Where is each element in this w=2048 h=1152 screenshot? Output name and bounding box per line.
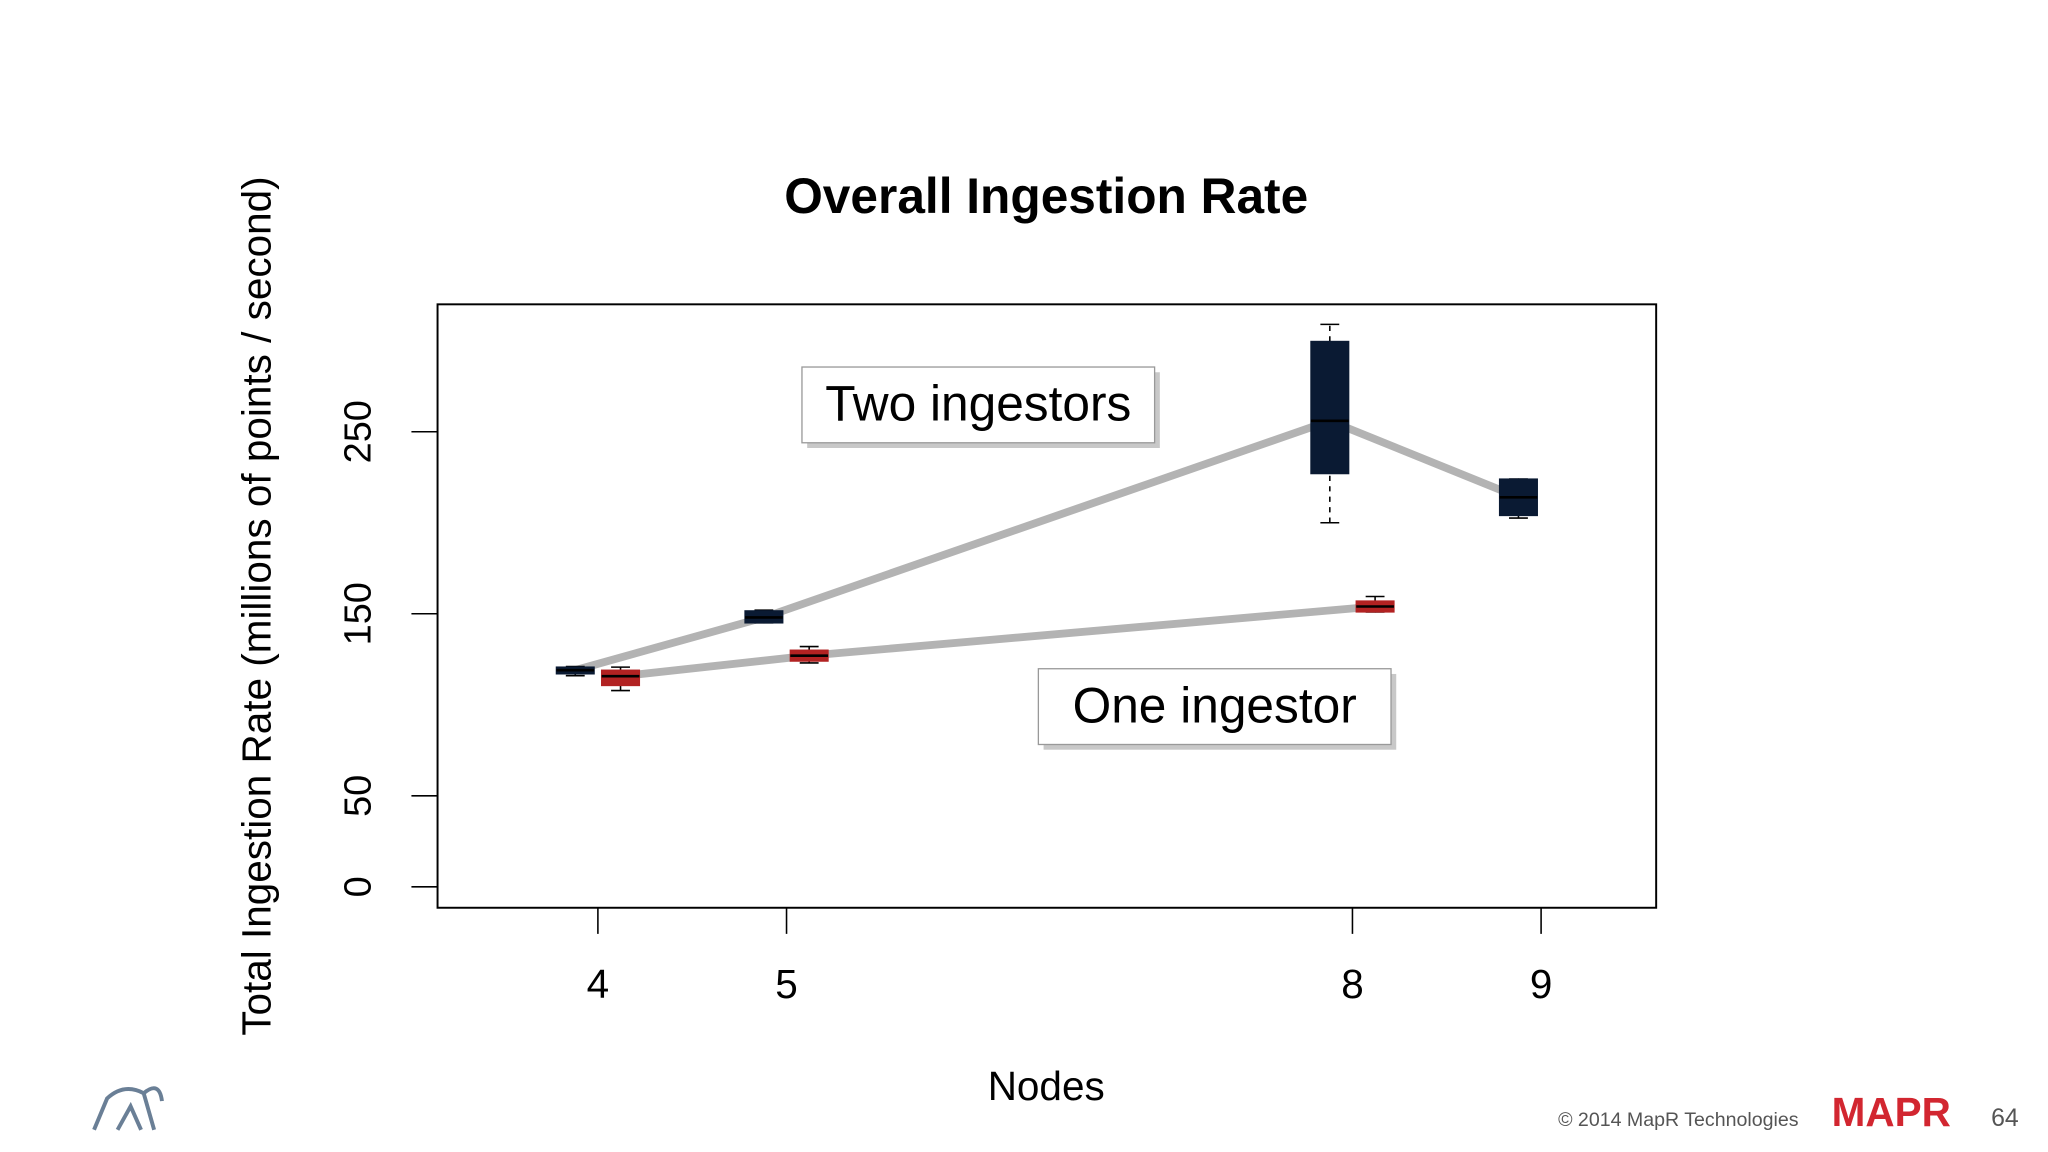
median-line [620, 602, 1376, 681]
legend-label: One ingestor [1073, 677, 1357, 733]
legend-label: Two ingestors [825, 376, 1131, 432]
series [555, 323, 1538, 677]
copyright: © 2014 MapR Technologies [1558, 1109, 1799, 1131]
box [601, 669, 641, 687]
y-tick-label: 150 [337, 582, 379, 645]
chart-title: Overall Ingestion Rate [784, 168, 1308, 224]
x-tick-label: 4 [587, 961, 610, 1007]
x-tick-label: 9 [1530, 961, 1553, 1007]
plot-frame [436, 303, 1658, 909]
x-tick-label: 8 [1341, 961, 1364, 1007]
legend-box [1037, 668, 1392, 746]
x-axis-label: Nodes [988, 1063, 1105, 1109]
page-number: 64 [1991, 1105, 2019, 1132]
legend-box [801, 366, 1156, 444]
x-tick-label: 5 [775, 961, 798, 1007]
logo-text: MAPR [1832, 1089, 1951, 1135]
y-tick-label: 0 [337, 876, 379, 897]
y-tick-label: 250 [337, 400, 379, 463]
y-axis-label: Total Ingestion Rate (millions of points… [234, 176, 280, 1035]
box [1310, 340, 1350, 475]
median-line [574, 416, 1520, 674]
mapr-icon [92, 1086, 164, 1131]
y-tick-label: 50 [337, 775, 379, 817]
series [601, 595, 1395, 692]
